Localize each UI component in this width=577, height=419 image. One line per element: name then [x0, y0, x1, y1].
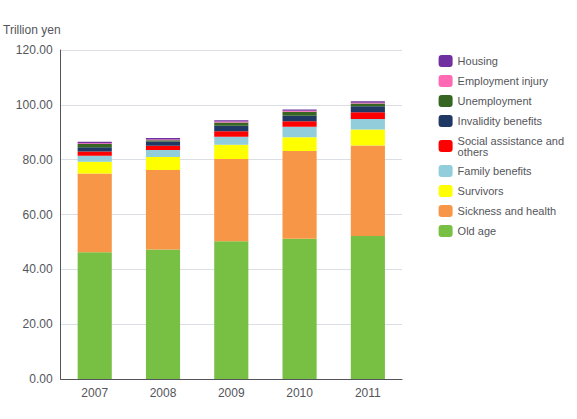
svg-text:Social assistance and: Social assistance and: [457, 134, 564, 147]
svg-text:2008: 2008: [150, 386, 177, 400]
svg-text:Old age: Old age: [458, 225, 497, 237]
svg-text:2007: 2007: [81, 386, 108, 400]
svg-text:2011: 2011: [355, 386, 381, 400]
svg-text:80.00: 80.00: [23, 153, 53, 167]
svg-text:Family benefits: Family benefits: [458, 165, 532, 177]
svg-text:Sickness and health: Sickness and health: [458, 205, 556, 217]
svg-text:Trillion yen: Trillion yen: [3, 23, 61, 37]
svg-text:Survivors: Survivors: [458, 185, 504, 197]
svg-text:2009: 2009: [218, 386, 245, 400]
svg-text:others: others: [458, 146, 489, 158]
svg-text:2010: 2010: [286, 386, 313, 400]
svg-text:Employment injury: Employment injury: [458, 75, 549, 87]
svg-text:Housing: Housing: [458, 55, 498, 67]
svg-text:0.00: 0.00: [29, 372, 53, 386]
svg-text:20.00: 20.00: [23, 317, 53, 331]
svg-text:100.00: 100.00: [16, 98, 53, 112]
svg-text:Invalidity benefits: Invalidity benefits: [458, 115, 543, 127]
svg-text:Unemployment: Unemployment: [458, 95, 532, 107]
svg-text:40.00: 40.00: [23, 262, 53, 276]
svg-text:60.00: 60.00: [23, 208, 53, 222]
svg-text:120.00: 120.00: [16, 43, 53, 57]
